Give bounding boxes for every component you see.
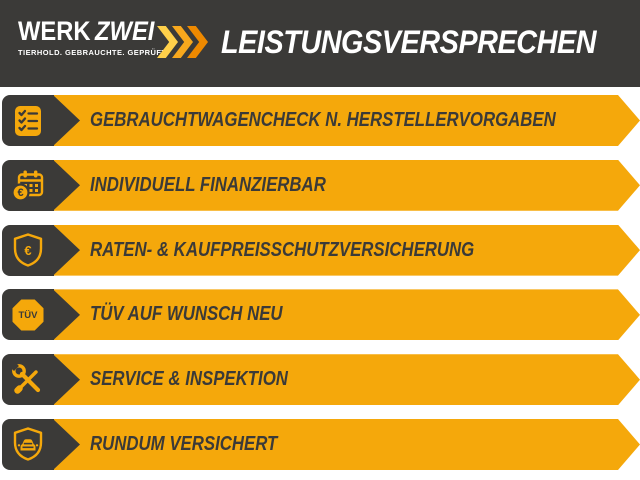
promise-row: RUNDUM VERSICHERT bbox=[0, 418, 640, 470]
promise-icon-tile bbox=[2, 354, 54, 406]
promise-label: RATEN- & KAUFPREISSCHUTZVERSICHERUNG bbox=[90, 238, 475, 261]
promise-banner: TÜV AUF WUNSCH NEU bbox=[53, 289, 640, 340]
promise-icon-tile: TÜV bbox=[2, 289, 54, 341]
promise-label: INDIVIDUELL FINANZIERBAR bbox=[90, 173, 326, 196]
promise-row: TÜV AUF WUNSCH NEU TÜV bbox=[0, 289, 640, 341]
calendar-euro-icon: € bbox=[11, 170, 44, 202]
promise-icon-tile bbox=[2, 95, 54, 146]
brand-primary: WERK bbox=[18, 16, 91, 46]
promise-icon-tile bbox=[2, 418, 54, 470]
promise-icon-tile: € bbox=[2, 224, 54, 276]
svg-text:€: € bbox=[17, 187, 23, 199]
promise-label: TÜV AUF WUNSCH NEU bbox=[90, 303, 283, 326]
header-bar: WERK ZWEI TIERHOLD. GEBRAUCHTE. GEPRÜFT. … bbox=[0, 0, 640, 87]
promise-label: GEBRAUCHTWAGENCHECK N. HERSTELLERVORGABE… bbox=[90, 109, 556, 131]
brand-chevrons bbox=[157, 26, 208, 58]
promise-icon-tile: € bbox=[2, 159, 54, 211]
checklist-icon bbox=[15, 105, 41, 136]
promise-row: GEBRAUCHTWAGENCHECK N. HERSTELLERVORGABE… bbox=[0, 95, 640, 146]
brand-logo: WERK ZWEI TIERHOLD. GEBRAUCHTE. GEPRÜFT. bbox=[18, 18, 218, 58]
promise-banner: RUNDUM VERSICHERT bbox=[53, 419, 640, 470]
page-title: LEISTUNGSVERSPRECHEN bbox=[221, 24, 597, 60]
brand-tagline: TIERHOLD. GEBRAUCHTE. GEPRÜFT. bbox=[18, 48, 169, 57]
svg-text:TÜV: TÜV bbox=[19, 310, 39, 321]
svg-text:€: € bbox=[24, 243, 31, 258]
promise-banner: GEBRAUCHTWAGENCHECK N. HERSTELLERVORGABE… bbox=[53, 95, 640, 146]
promise-row: SERVICE & INSPEKTION bbox=[0, 354, 640, 406]
promise-banner: SERVICE & INSPEKTION bbox=[53, 354, 640, 405]
promise-row: RATEN- & KAUFPREISSCHUTZVERSICHERUNG € bbox=[0, 224, 640, 276]
tools-icon bbox=[10, 361, 41, 394]
chevron-icon bbox=[157, 26, 178, 58]
brand-wordmark: WERK ZWEI bbox=[18, 18, 194, 45]
promise-label: SERVICE & INSPEKTION bbox=[90, 368, 288, 391]
promise-row: INDIVIDUELL FINANZIERBAR € bbox=[0, 159, 640, 211]
promise-banner: RATEN- & KAUFPREISSCHUTZVERSICHERUNG bbox=[53, 225, 640, 276]
shield-euro-icon: € bbox=[13, 233, 43, 267]
promise-banner: INDIVIDUELL FINANZIERBAR bbox=[53, 160, 640, 211]
promise-label: RUNDUM VERSICHERT bbox=[90, 432, 278, 455]
tuv-octagon-icon: TÜV bbox=[12, 299, 44, 331]
shield-car-icon bbox=[13, 427, 43, 462]
promise-list: GEBRAUCHTWAGENCHECK N. HERSTELLERVORGABE… bbox=[0, 87, 640, 480]
brand-secondary: ZWEI bbox=[95, 16, 155, 46]
